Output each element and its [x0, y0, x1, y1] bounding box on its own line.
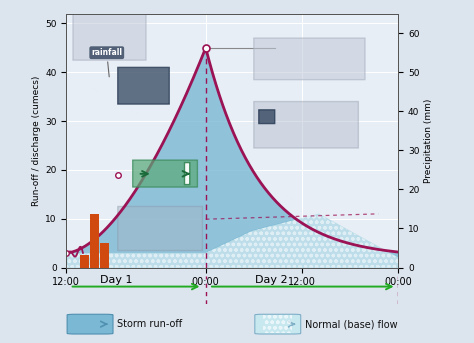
- FancyBboxPatch shape: [73, 14, 146, 60]
- Text: rainfall: rainfall: [91, 48, 122, 77]
- Text: Normal (base) flow: Normal (base) flow: [305, 319, 398, 329]
- Text: Day 2: Day 2: [255, 275, 288, 285]
- FancyBboxPatch shape: [259, 110, 275, 123]
- FancyBboxPatch shape: [254, 38, 365, 80]
- Y-axis label: Run-off / discharge (cumecs): Run-off / discharge (cumecs): [32, 75, 41, 206]
- FancyBboxPatch shape: [118, 67, 169, 104]
- FancyBboxPatch shape: [67, 314, 113, 334]
- FancyBboxPatch shape: [255, 314, 301, 334]
- Text: Storm run-off: Storm run-off: [117, 319, 182, 329]
- Text: Day 1: Day 1: [100, 275, 132, 285]
- FancyBboxPatch shape: [118, 206, 202, 250]
- FancyBboxPatch shape: [133, 160, 197, 187]
- FancyBboxPatch shape: [184, 163, 190, 185]
- Bar: [81, 255, 89, 268]
- Y-axis label: Precipitation (mm): Precipitation (mm): [424, 98, 433, 183]
- Bar: [91, 214, 99, 268]
- FancyBboxPatch shape: [254, 102, 358, 148]
- Bar: [100, 243, 109, 268]
